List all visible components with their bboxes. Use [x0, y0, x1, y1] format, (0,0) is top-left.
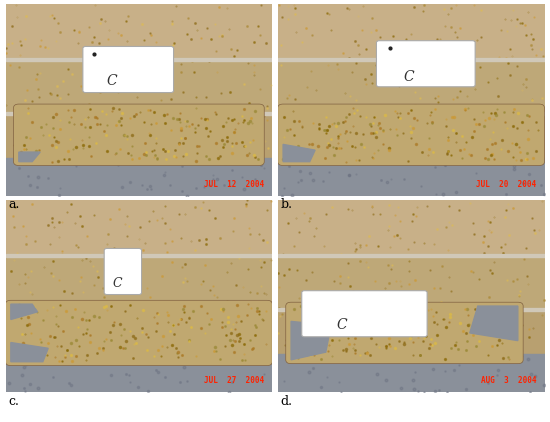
Bar: [6, 162, 272, 165]
Bar: [6, 200, 272, 254]
Text: C: C: [337, 318, 347, 332]
Text: c.: c.: [8, 395, 19, 408]
Bar: [6, 112, 272, 115]
FancyBboxPatch shape: [302, 291, 427, 337]
Bar: [6, 158, 272, 196]
Bar: [278, 254, 544, 308]
Bar: [6, 112, 272, 162]
FancyBboxPatch shape: [83, 46, 174, 92]
Polygon shape: [305, 306, 398, 314]
Polygon shape: [19, 152, 40, 162]
Bar: [278, 254, 544, 257]
Text: JUL  20  2004: JUL 20 2004: [476, 179, 536, 189]
FancyBboxPatch shape: [14, 104, 264, 165]
Bar: [6, 58, 272, 112]
Bar: [278, 4, 544, 58]
Bar: [278, 112, 544, 115]
Bar: [278, 354, 544, 392]
Polygon shape: [11, 343, 48, 362]
Bar: [6, 254, 272, 257]
Polygon shape: [291, 322, 331, 360]
Text: C: C: [107, 74, 118, 88]
FancyBboxPatch shape: [376, 41, 475, 87]
Bar: [6, 308, 272, 311]
Bar: [6, 308, 272, 358]
Bar: [278, 58, 544, 61]
Text: b.: b.: [280, 198, 293, 211]
Bar: [278, 358, 544, 361]
Bar: [6, 58, 272, 61]
Polygon shape: [283, 144, 315, 162]
FancyBboxPatch shape: [286, 302, 523, 364]
Bar: [6, 354, 272, 392]
Text: JUL  12  2004: JUL 12 2004: [204, 179, 264, 189]
Bar: [278, 158, 544, 196]
Polygon shape: [470, 306, 518, 341]
Bar: [278, 308, 544, 358]
Text: d.: d.: [280, 395, 293, 408]
Bar: [6, 358, 272, 361]
Bar: [6, 4, 272, 58]
Bar: [278, 112, 544, 162]
Text: C: C: [112, 277, 122, 290]
FancyBboxPatch shape: [104, 249, 141, 295]
Bar: [278, 200, 544, 254]
Bar: [278, 308, 544, 311]
Bar: [278, 58, 544, 112]
Text: JUL  27  2004: JUL 27 2004: [204, 376, 264, 385]
Text: AUG  3  2004: AUG 3 2004: [481, 376, 536, 385]
Polygon shape: [11, 304, 37, 319]
FancyBboxPatch shape: [278, 104, 544, 165]
Text: C: C: [403, 70, 414, 84]
FancyBboxPatch shape: [6, 300, 272, 365]
Text: a.: a.: [8, 198, 20, 211]
Bar: [278, 162, 544, 165]
Bar: [6, 254, 272, 308]
